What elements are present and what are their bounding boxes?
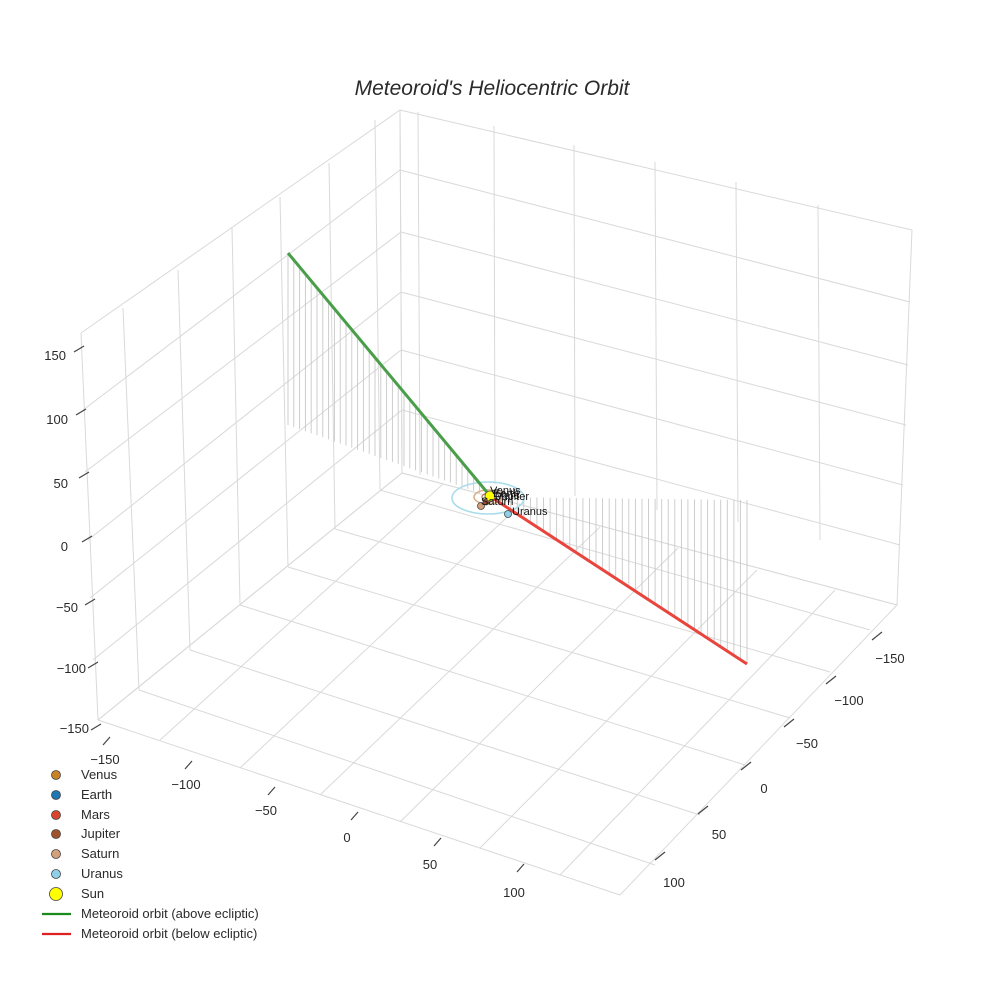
legend-mars-label[interactable]: Mars	[81, 807, 110, 822]
planet-label-mars: Mars	[495, 490, 520, 502]
z-tick-label: 100	[46, 412, 68, 427]
legend-uranus-swatch[interactable]	[51, 869, 61, 879]
planet-label-venus: Venus	[490, 485, 521, 497]
legend-venus-label[interactable]: Venus	[81, 767, 118, 782]
legend-earth-label[interactable]: Earth	[81, 787, 112, 802]
y-tick-label: −100	[834, 693, 863, 708]
planet-label-saturn: Saturn	[481, 496, 513, 508]
legend-saturn-label[interactable]: Saturn	[81, 846, 119, 861]
meteoroid-orbit-above	[286, 252, 493, 498]
meteoroid-orbit-below	[490, 495, 748, 666]
planet-label-jupiter: Jupiter	[496, 491, 529, 503]
saturn-marker	[477, 502, 485, 510]
uranus-orbit	[451, 481, 525, 515]
legend-uranus-label[interactable]: Uranus	[81, 866, 123, 881]
legend-above-label[interactable]: Meteoroid orbit (above ecliptic)	[81, 906, 259, 921]
x-tick-label: −150	[90, 752, 119, 767]
y-tick-label: 50	[712, 827, 726, 842]
drop-lines-above	[287, 253, 486, 495]
y-tick-label: 0	[760, 781, 767, 796]
y-tick-label: 100	[663, 875, 685, 890]
x-tick-label: −50	[255, 803, 277, 818]
x-tick-label: 100	[503, 885, 525, 900]
x-tick-label: 50	[423, 857, 437, 872]
legend-jupiter-label[interactable]: Jupiter	[81, 826, 121, 841]
z-tick-label: −150	[60, 721, 89, 736]
legend-earth-swatch[interactable]	[51, 790, 61, 800]
z-tick-label: −100	[57, 661, 86, 676]
legend-below-label[interactable]: Meteoroid orbit (below ecliptic)	[81, 926, 257, 941]
legend-sun-label[interactable]: Sun	[81, 886, 104, 901]
legend-mars-swatch[interactable]	[51, 810, 61, 820]
x-tick-label: −100	[171, 777, 200, 792]
z-tick-label: 150	[44, 348, 66, 363]
legend: Venus Earth Mars Jupiter Saturn Uranus S…	[42, 767, 259, 941]
planet-label-earth: Earth	[493, 488, 519, 500]
z-tick-label: 50	[54, 476, 68, 491]
y-tick-label: −50	[796, 736, 818, 751]
uranus-marker	[504, 510, 512, 518]
y-tick-label: −150	[875, 651, 904, 666]
planet-label-uranus: Uranus	[512, 506, 548, 518]
x-tick-label: 0	[343, 830, 350, 845]
z-tick-label: 0	[61, 539, 68, 554]
legend-jupiter-swatch[interactable]	[51, 829, 61, 839]
grid	[80, 109, 913, 896]
legend-sun-swatch[interactable]	[49, 887, 63, 901]
drop-lines-below	[497, 497, 748, 664]
z-tick-label: −50	[56, 600, 78, 615]
sun-marker	[484, 490, 496, 502]
tick-marks	[73, 345, 883, 873]
legend-venus-swatch[interactable]	[51, 770, 61, 780]
chart-title: Meteoroid's Heliocentric Orbit	[355, 77, 631, 100]
legend-saturn-swatch[interactable]	[51, 849, 61, 859]
